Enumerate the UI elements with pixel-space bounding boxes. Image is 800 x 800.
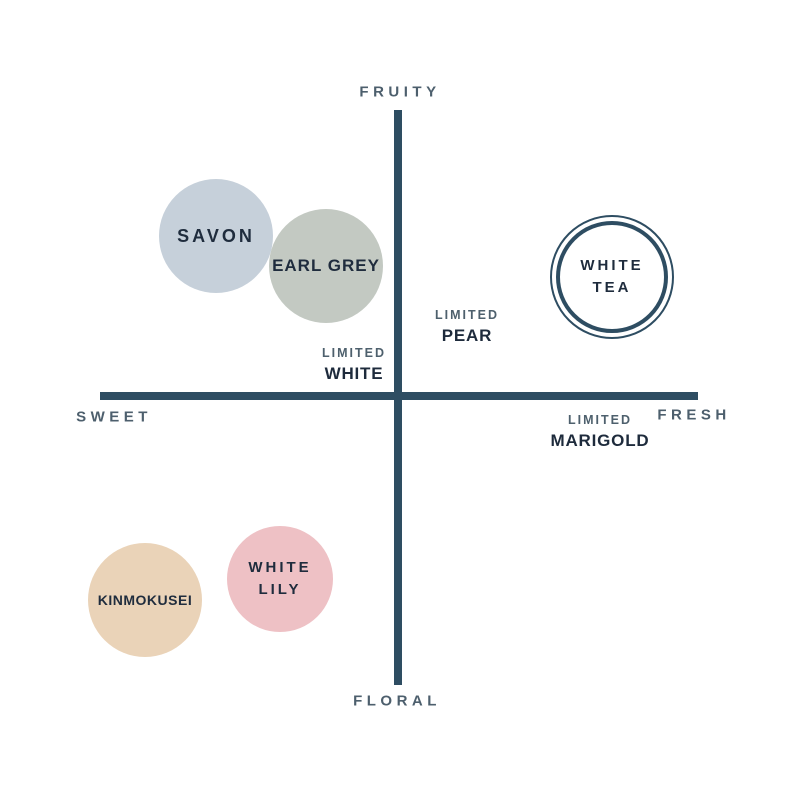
limited-white-prefix: LIMITED [322,346,386,360]
bubble-white-lily-label-line2: LILY [258,581,302,598]
bubble-white-lily: WHITE LILY [227,526,333,632]
bubble-white-tea-label-line1: WHITE [580,256,644,274]
bubble-white-lily-label-line1: WHITE [248,559,312,577]
axis-label-floral: FLORAL [353,692,441,710]
bubble-white-tea-inner-ring: WHITE TEA [556,221,668,333]
limited-marigold-entry: LIMITED MARIGOLD [551,413,650,451]
x-axis-line [100,392,698,400]
axis-label-sweet: SWEET [76,408,152,426]
limited-pear-entry: LIMITED PEAR [435,308,499,346]
bubble-white-tea: WHITE TEA [550,215,674,339]
bubble-savon: SAVON [159,179,273,293]
limited-pear-name: PEAR [441,326,493,345]
bubble-kinmokusei: KINMOKUSEI [88,543,202,657]
bubble-earl-grey: EARL GREY [269,209,383,323]
limited-white-name: WHITE [324,364,384,383]
limited-white-entry: LIMITED WHITE [322,346,386,384]
limited-marigold-name: MARIGOLD [550,431,650,450]
limited-marigold-prefix: LIMITED [567,413,632,427]
bubble-white-tea-label-line2: TEA [592,279,632,296]
limited-pear-prefix: LIMITED [435,308,499,322]
axis-label-fruity: FRUITY [359,83,441,101]
bubble-earl-grey-label: EARL GREY [272,256,380,275]
bubble-kinmokusei-label: KINMOKUSEI [97,592,193,608]
bubble-savon-label: SAVON [177,225,255,246]
axis-label-fresh: FRESH [657,406,731,424]
